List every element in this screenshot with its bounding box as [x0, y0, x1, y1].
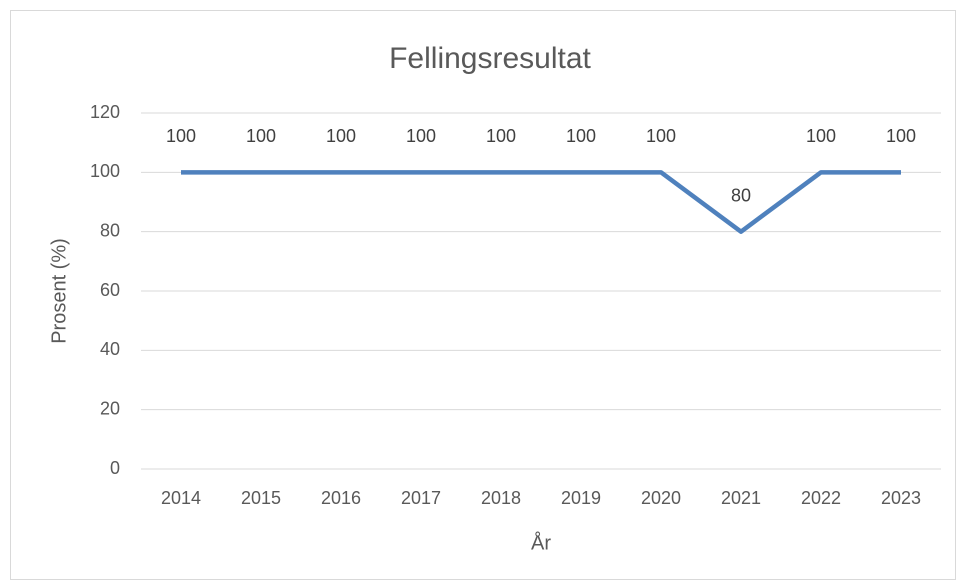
chart-title: Fellingsresultat — [389, 42, 591, 75]
y-tick-label: 20 — [100, 398, 120, 418]
y-tick-label: 0 — [110, 458, 120, 478]
x-tick-label: 2017 — [401, 488, 441, 508]
x-tick-label: 2018 — [481, 488, 521, 508]
data-label: 80 — [731, 185, 751, 205]
data-label: 100 — [646, 126, 676, 146]
y-axis-label: Prosent (%) — [48, 238, 70, 344]
chart-frame — [10, 10, 956, 580]
data-label: 100 — [566, 126, 596, 146]
x-axis-label: År — [531, 531, 551, 554]
y-tick-label: 100 — [90, 161, 120, 181]
data-label: 100 — [806, 126, 836, 146]
x-tick-label: 2022 — [801, 488, 841, 508]
data-label: 100 — [486, 126, 516, 146]
x-tick-label: 2016 — [321, 488, 361, 508]
data-label: 100 — [166, 126, 196, 146]
x-tick-label: 2014 — [161, 488, 201, 508]
y-tick-label: 40 — [100, 339, 120, 359]
y-tick-label: 60 — [100, 280, 120, 300]
x-tick-label: 2023 — [881, 488, 921, 508]
series-line — [181, 170, 901, 234]
x-tick-label: 2021 — [721, 488, 761, 508]
y-tick-label: 120 — [90, 102, 120, 122]
data-label: 100 — [326, 126, 356, 146]
x-tick-label: 2019 — [561, 488, 601, 508]
data-label: 100 — [406, 126, 436, 146]
data-label: 100 — [886, 126, 916, 146]
x-tick-label: 2020 — [641, 488, 681, 508]
y-tick-label: 80 — [100, 220, 120, 240]
x-tick-label: 2015 — [241, 488, 281, 508]
data-label: 100 — [246, 126, 276, 146]
